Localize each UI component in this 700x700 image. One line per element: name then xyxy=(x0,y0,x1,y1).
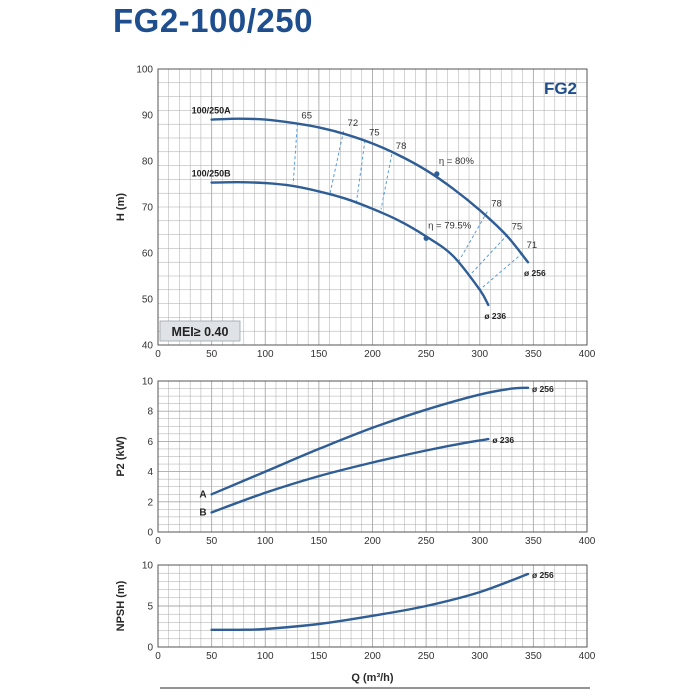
curve-head-b xyxy=(210,180,490,307)
y-tick-label: 5 xyxy=(147,602,153,613)
efficiency-label: 71 xyxy=(527,240,538,251)
x-tick-label: 250 xyxy=(418,349,435,360)
plot-frame xyxy=(157,380,588,533)
diameter-label: ø 236 xyxy=(484,311,506,321)
x-tick-label: 300 xyxy=(471,651,488,662)
x-tick-label: 200 xyxy=(364,349,381,360)
x-tick-label: 100 xyxy=(257,651,274,662)
plot-frame xyxy=(157,68,588,346)
efficiency-label: 65 xyxy=(301,110,312,121)
efficiency-line xyxy=(380,154,393,210)
efficiency-line xyxy=(355,140,366,203)
efficiency-label: 75 xyxy=(512,222,523,233)
curve-power-a xyxy=(210,386,530,496)
y-tick-label: 4 xyxy=(147,467,153,478)
series-label: 100/250B xyxy=(192,169,232,179)
x-tick-label: 350 xyxy=(525,651,542,662)
y-tick-label: 10 xyxy=(142,377,154,388)
x-tick-label: 350 xyxy=(525,349,542,360)
bep-label: η = 80% xyxy=(439,156,475,167)
npsh-chart: 0 50 100 150 200 250 300 350 400 0 5 10 NPSH (m) Q (m… xyxy=(115,561,596,685)
y-tick-label: 2 xyxy=(147,497,153,508)
y-axis-label: P2 (kW) xyxy=(115,436,127,477)
y-tick-label: 60 xyxy=(142,249,154,260)
series-badge: FG2 xyxy=(544,79,577,98)
efficiency-line xyxy=(468,234,509,277)
diameter-label: ø 256 xyxy=(524,268,546,278)
y-axis-label: H (m) xyxy=(115,193,127,221)
series-label: 100/250A xyxy=(192,106,232,116)
x-tick-label: 50 xyxy=(206,349,218,360)
y-tick-label: 6 xyxy=(147,437,153,448)
y-tick-label: 0 xyxy=(147,528,153,539)
diameter-label: ø 256 xyxy=(532,384,554,394)
efficiency-line xyxy=(457,211,488,263)
page-title: FG2-100/250 xyxy=(113,2,313,39)
y-tick-label: 80 xyxy=(142,157,154,168)
curve-npsh-a xyxy=(210,572,530,632)
x-tick-label: 100 xyxy=(257,536,274,547)
x-tick-label: 300 xyxy=(471,536,488,547)
efficiency-lines: 65 72 75 78 78 75 71 xyxy=(292,110,538,291)
x-tick-label: 0 xyxy=(155,349,161,360)
power-chart: 0 50 100 150 200 250 300 350 400 0 2 4 6 8 10 P2 (kW) ø … xyxy=(115,377,596,548)
y-tick-label: 0 xyxy=(147,643,153,654)
x-tick-label: 200 xyxy=(364,536,381,547)
y-tick-label: 70 xyxy=(142,203,154,214)
bep-label: η = 79.5% xyxy=(428,220,472,231)
x-tick-label: 250 xyxy=(418,536,435,547)
x-tick-label: 0 xyxy=(155,536,161,547)
x-tick-label: 150 xyxy=(311,536,328,547)
x-tick-label: 400 xyxy=(579,349,596,360)
x-axis-label: Q (m³/h) xyxy=(351,672,393,684)
bep-marker xyxy=(423,235,429,241)
x-tick-label: 0 xyxy=(155,651,161,662)
efficiency-label: 78 xyxy=(491,199,502,210)
y-tick-label: 50 xyxy=(142,295,154,306)
x-tick-label: 200 xyxy=(364,651,381,662)
x-tick-label: 100 xyxy=(257,349,274,360)
x-tick-label: 300 xyxy=(471,349,488,360)
x-tick-label: 250 xyxy=(418,651,435,662)
y-tick-label: 8 xyxy=(147,407,153,418)
mei-box xyxy=(159,320,241,342)
y-tick-label: 40 xyxy=(142,341,154,352)
efficiency-label: 75 xyxy=(369,127,380,138)
efficiency-label: 72 xyxy=(348,118,359,129)
x-tick-label: 350 xyxy=(525,536,542,547)
efficiency-label: 78 xyxy=(396,141,407,152)
bep-marker xyxy=(434,171,440,177)
curve-power-b xyxy=(210,437,490,514)
head-chart: 0 50 100 150 200 250 300 350 400 40 50 60 70 80 90 100 H… xyxy=(115,65,596,361)
y-tick-label: 10 xyxy=(142,561,154,572)
y-tick-label: 90 xyxy=(142,111,154,122)
y-tick-label: 100 xyxy=(136,65,153,76)
series-label: B xyxy=(199,507,206,518)
x-tick-label: 50 xyxy=(206,536,218,547)
curve-head-a xyxy=(210,117,530,264)
efficiency-line xyxy=(292,123,298,185)
diameter-label: ø 256 xyxy=(532,570,554,580)
diameter-label: ø 236 xyxy=(492,435,514,445)
x-tick-label: 400 xyxy=(579,651,596,662)
efficiency-line xyxy=(479,252,523,291)
series-label: A xyxy=(199,489,206,500)
x-tick-label: 400 xyxy=(579,536,596,547)
plot-frame xyxy=(157,564,588,648)
mei-label: MEI≥ 0.40 xyxy=(172,325,229,339)
y-axis-label: NPSH (m) xyxy=(115,580,127,631)
x-tick-label: 50 xyxy=(206,651,218,662)
x-tick-label: 150 xyxy=(311,349,328,360)
x-tick-label: 150 xyxy=(311,651,328,662)
